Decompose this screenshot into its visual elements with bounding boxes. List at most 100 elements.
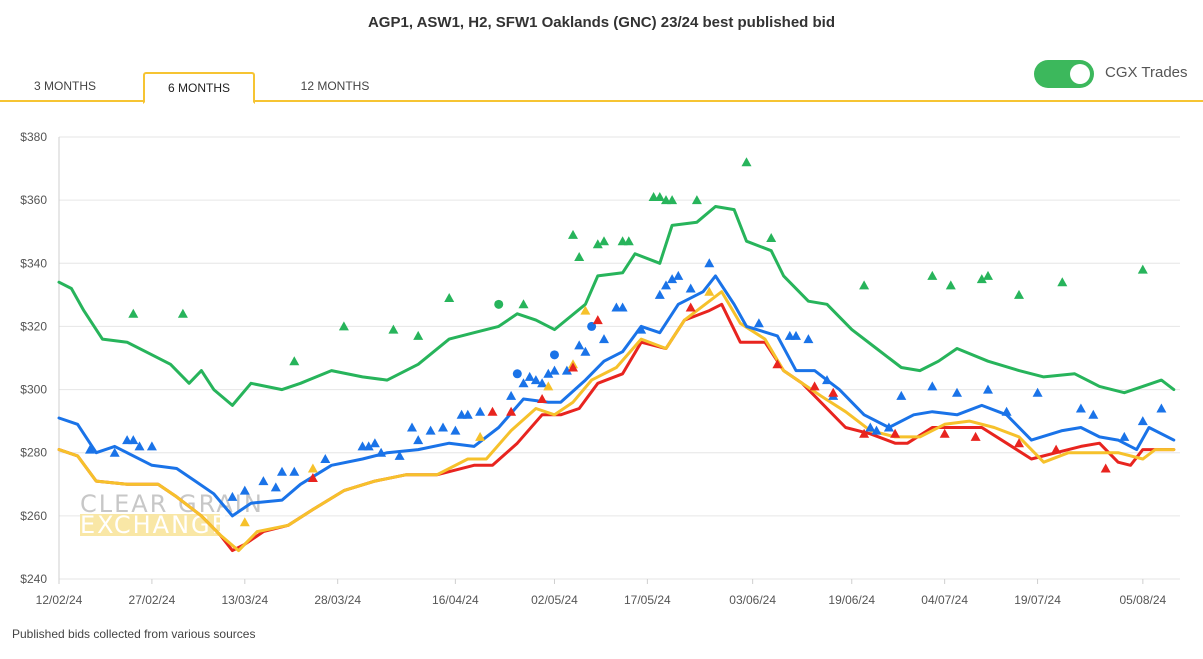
green-trade-triangle — [518, 299, 529, 309]
green-trade-triangle — [976, 274, 987, 284]
blue-trade-triangle — [1119, 431, 1130, 441]
blue-trade-triangle — [289, 466, 300, 476]
axes: $240 $260 $280 $300 $320 $340 $360 $380 12/02/24… — [20, 130, 1166, 607]
blue-trade-triangle — [363, 441, 374, 451]
red-trade-triangle — [537, 394, 548, 403]
green-trade-triangle — [1137, 264, 1148, 274]
blue-trade-triangle — [128, 435, 139, 445]
cgx-trades-label: CGX Trades — [1105, 64, 1188, 81]
blue-trade-triangle — [636, 324, 647, 334]
blue-trade-triangle — [1001, 406, 1012, 416]
red-trade-triangle — [1100, 463, 1111, 473]
blue-trade-triangle — [791, 330, 801, 340]
blue-trade-triangle — [270, 482, 281, 492]
blue-trade-triangle — [438, 422, 448, 432]
green-trade-triangle — [654, 192, 665, 201]
green-trade-triangle — [927, 270, 938, 280]
tab-3-months[interactable]: 3 MONTHS — [33, 79, 96, 93]
blue-trade-triangle — [413, 435, 424, 445]
x-tick-label: 12/02/24 — [36, 593, 83, 607]
blue-trade-triangle — [376, 447, 387, 457]
blue-trade-triangle — [109, 447, 120, 457]
blue-trade-triangle — [277, 466, 287, 476]
y-tick-label: $320 — [20, 319, 47, 333]
blue-trade-triangle — [871, 425, 882, 435]
yellow-series-line — [57, 290, 1176, 553]
blue-trade-triangle — [704, 258, 715, 268]
red-trade-triangle — [859, 428, 870, 438]
green-trade-triangle — [623, 236, 634, 246]
blue-trade-triangle — [239, 485, 250, 495]
blue-trade-triangle — [450, 425, 461, 435]
y-tick-label: $240 — [20, 572, 47, 586]
green-trade-triangle — [859, 280, 870, 290]
yellow-trade-triangle — [239, 517, 250, 527]
y-tick-label: $380 — [20, 130, 47, 144]
trade-markers — [85, 157, 1167, 527]
green-trade-triangle — [599, 236, 609, 246]
green-trade-triangle — [766, 233, 777, 242]
red-trade-triangle — [1051, 444, 1062, 454]
x-tick-label: 17/05/24 — [624, 593, 671, 607]
red-trade-triangle — [890, 428, 901, 438]
blue-trade-triangle — [896, 390, 907, 400]
tab-12-months[interactable]: 12 MONTHS — [300, 79, 370, 93]
x-tick-label: 05/08/24 — [1119, 593, 1166, 607]
y-tick-label: $260 — [20, 509, 47, 523]
red-trade-triangle — [568, 362, 578, 372]
green-trade-triangle — [667, 195, 678, 205]
blue-trade-triangle — [369, 438, 380, 448]
cgx-trades-toggle[interactable] — [1034, 60, 1094, 88]
yellow-trade-triangle — [475, 431, 486, 441]
blue-trade-triangle — [580, 346, 591, 356]
yellow-trade-triangle — [307, 463, 318, 473]
yellow-trade-triangle — [580, 305, 591, 315]
blue-trade-triangle — [146, 441, 157, 451]
y-tick-label: $280 — [20, 446, 47, 460]
red-trade-triangle — [307, 473, 318, 482]
blue-trade-triangle — [227, 491, 238, 501]
x-tick-label: 28/03/24 — [314, 593, 361, 607]
blue-trade-triangle — [685, 283, 696, 293]
blue-trade-triangle — [883, 422, 894, 432]
x-tick-label: 19/07/24 — [1014, 593, 1061, 607]
x-tick-label: 19/06/24 — [828, 593, 875, 607]
green-trade-triangle — [289, 356, 300, 366]
blue-trade-triangle — [425, 425, 436, 435]
green-trade-triangle — [741, 157, 752, 167]
green-trade-triangle — [945, 280, 956, 290]
x-tick-label: 03/06/24 — [729, 593, 776, 607]
green-trade-triangle — [1057, 277, 1068, 287]
red-trade-triangle — [828, 387, 839, 397]
blue-trade-triangle — [320, 454, 331, 463]
y-tick-label: $340 — [20, 256, 47, 270]
blue-trade-triangle — [599, 334, 609, 344]
toggle-knob — [1070, 64, 1090, 84]
range-tabs: 3 MONTHS 6 MONTHS 12 MONTHS CGX Trades — [0, 46, 1203, 104]
x-tick-label: 13/03/24 — [221, 593, 268, 607]
green-series-line — [57, 205, 1176, 407]
x-tick-label: 16/04/24 — [432, 593, 479, 607]
blue-trade-triangle — [617, 302, 628, 312]
red-trade-triangle — [772, 359, 783, 369]
blue-trade-triangle — [753, 318, 764, 328]
blue-trade-triangle — [134, 441, 145, 451]
blue-trade-triangle — [561, 365, 572, 375]
green-trade-triangle — [983, 270, 993, 280]
red-trade-triangle — [939, 428, 950, 438]
blue-trade-triangle — [667, 274, 678, 284]
blue-trade-triangle — [258, 476, 269, 486]
x-tick-label: 02/05/24 — [531, 593, 578, 607]
green-trade-circle — [494, 299, 504, 309]
green-trade-triangle — [177, 308, 188, 318]
blue-trade-circle — [587, 321, 597, 331]
watermark-band — [80, 514, 220, 536]
blue-trade-triangle — [983, 384, 993, 394]
blue-trade-triangle — [537, 378, 548, 388]
green-trade-triangle — [444, 293, 455, 302]
blue-trade-triangle — [543, 368, 554, 378]
footnote: Published bids collected from various so… — [12, 627, 256, 641]
red-trade-triangle — [809, 381, 820, 391]
tab-6-months[interactable]: 6 MONTHS — [143, 72, 255, 104]
y-tick-label: $300 — [20, 383, 47, 397]
